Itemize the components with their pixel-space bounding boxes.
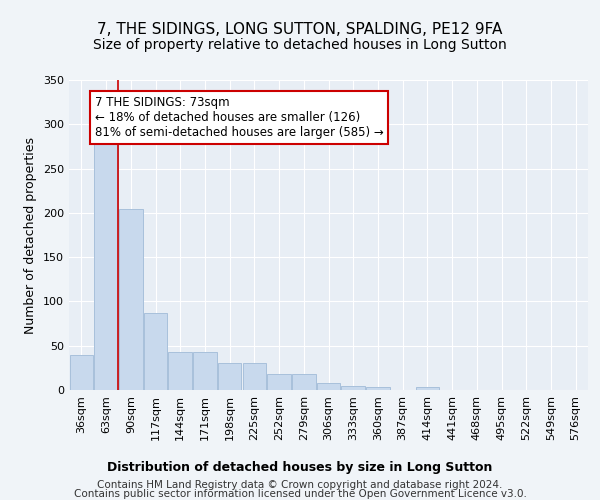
Bar	[70, 354, 93, 390]
Bar	[169, 352, 192, 390]
Bar	[144, 313, 167, 390]
Text: 7, THE SIDINGS, LONG SUTTON, SPALDING, PE12 9FA: 7, THE SIDINGS, LONG SUTTON, SPALDING, P…	[97, 22, 503, 38]
Bar	[218, 364, 241, 390]
Text: Contains HM Land Registry data © Crown copyright and database right 2024.: Contains HM Land Registry data © Crown c…	[97, 480, 503, 490]
Text: Contains public sector information licensed under the Open Government Licence v3: Contains public sector information licen…	[74, 489, 526, 499]
Text: Distribution of detached houses by size in Long Sutton: Distribution of detached houses by size …	[107, 461, 493, 474]
Bar	[119, 210, 143, 390]
Bar	[341, 386, 365, 390]
Bar	[193, 352, 217, 390]
Bar	[268, 374, 291, 390]
Bar	[242, 364, 266, 390]
Y-axis label: Number of detached properties: Number of detached properties	[25, 136, 37, 334]
Text: 7 THE SIDINGS: 73sqm
← 18% of detached houses are smaller (126)
81% of semi-deta: 7 THE SIDINGS: 73sqm ← 18% of detached h…	[95, 96, 384, 139]
Bar	[416, 388, 439, 390]
Bar	[366, 388, 389, 390]
Bar	[317, 383, 340, 390]
Text: Size of property relative to detached houses in Long Sutton: Size of property relative to detached ho…	[93, 38, 507, 52]
Bar	[94, 133, 118, 390]
Bar	[292, 374, 316, 390]
